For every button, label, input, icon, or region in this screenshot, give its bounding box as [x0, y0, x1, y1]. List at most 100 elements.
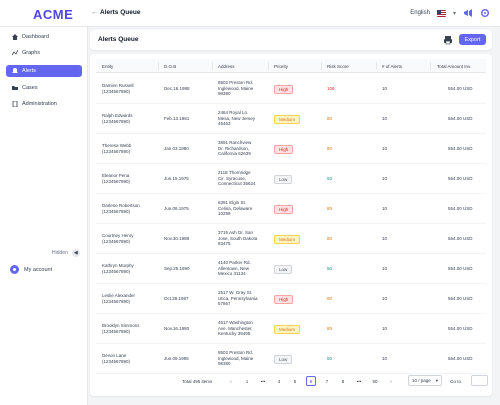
page-button[interactable]: 4	[277, 378, 281, 384]
page-button[interactable]: 5	[293, 378, 297, 384]
back-arrow-icon[interactable]: ←	[91, 9, 98, 16]
address-line: 45463	[218, 121, 231, 126]
priority-badge: High	[274, 145, 294, 154]
entity-name: Leslie Alexander	[102, 293, 136, 298]
sidebar-item-dashboard[interactable]: Dashboard	[6, 31, 82, 43]
entity-name: Eleanor Pena	[102, 173, 130, 178]
column-header-total-amount[interactable]: Total Amount Inv.	[437, 64, 472, 69]
address-cell: 2118 Thornridge Cir. Syracuse, Connectic…	[218, 170, 256, 187]
goto-page-input[interactable]	[471, 375, 488, 386]
dob-cell: Jan.03.1980	[164, 146, 189, 151]
page-button[interactable]: 8	[341, 378, 345, 384]
risk-score: 80	[327, 326, 333, 331]
table-row[interactable]: Eleanor Pena (1234567890) Jun.15.1975 21…	[96, 164, 486, 194]
page-button[interactable]: 1	[245, 378, 249, 384]
page-ellipsis[interactable]: •••	[260, 378, 266, 384]
address-cell: 3891 Ranchview Dr. Richardson, Californi…	[218, 140, 251, 157]
address-line: Ave. Manchester,	[218, 325, 253, 331]
address-line: 10299	[218, 211, 231, 216]
priority-badge: High	[274, 205, 294, 214]
prev-page-button[interactable]: ‹	[230, 378, 232, 384]
us-flag-icon[interactable]	[436, 9, 446, 17]
column-divider	[212, 62, 213, 70]
column-header-dob[interactable]: D.O.B	[164, 64, 177, 69]
address-line: 6391 Elgin St.	[218, 200, 247, 205]
dob-cell: Feb.13.1981	[164, 116, 190, 121]
settings-gear-icon[interactable]	[480, 8, 490, 18]
top-bar: ACME ← Alerts Queue English ▾	[0, 0, 500, 27]
brand-logo[interactable]: ACME	[33, 7, 74, 22]
avatar	[10, 265, 19, 274]
risk-score: 80	[327, 116, 333, 121]
risk-score: 80	[327, 206, 333, 211]
entity-id: (1234567890)	[102, 179, 131, 184]
total-amount: 554.00 USD	[448, 86, 473, 91]
my-account-link[interactable]: My account	[10, 265, 52, 274]
print-icon[interactable]	[443, 35, 453, 45]
next-page-button[interactable]: ›	[390, 378, 392, 384]
page-button-current[interactable]: 6	[306, 376, 316, 386]
entity-id: (1234567890)	[102, 89, 131, 94]
sidebar-item-graphs[interactable]: Graphs	[6, 47, 82, 59]
address-line: 8502 Preston Rd.	[218, 350, 254, 355]
priority-badge: Low	[274, 355, 293, 364]
column-header-priority[interactable]: Priority	[274, 64, 289, 69]
address-cell: 4517 Washington Ave. Manchester, Kentuck…	[218, 320, 253, 337]
table-row[interactable]: Brooklyn Simmons (1234567890) Nov.16.198…	[96, 314, 486, 344]
total-items: Total 495 items	[182, 379, 213, 384]
alerts-count: 10	[382, 146, 388, 151]
sidebar-item-alerts[interactable]: Alerts	[6, 65, 82, 77]
sidebar-item-cases[interactable]: Cases	[6, 82, 82, 94]
address-line: Inglewood, Maine	[218, 355, 254, 361]
entity-cell: Kathryn Murphy (1234567890)	[102, 263, 134, 275]
export-button[interactable]: Export	[459, 34, 486, 45]
table-row[interactable]: Courtney Henry (1234567890) Nov.30.1988 …	[96, 224, 486, 254]
address-line: Jose, South Dakota	[218, 235, 258, 241]
entity-name: Kathryn Murphy	[102, 263, 134, 268]
chevron-left-icon[interactable]: ◀	[71, 249, 80, 257]
language-label[interactable]: English	[410, 10, 430, 16]
address-line: Cir. Syracuse,	[218, 175, 247, 181]
entity-cell: Darlene Robertson (1234567890)	[102, 203, 140, 215]
column-header-entity[interactable]: Entity	[102, 64, 114, 69]
header-card: Alerts Queue Export	[90, 30, 492, 50]
entity-name: Ralph Edwards	[102, 113, 133, 118]
table-row[interactable]: Leslie Alexander (1234567890) Oct.28.198…	[96, 284, 486, 314]
alerts-count: 10	[382, 266, 388, 271]
table-row[interactable]: Darlene Robertson (1234567890) Jun.08.19…	[96, 194, 486, 224]
megaphone-icon[interactable]	[463, 8, 473, 18]
page-button[interactable]: 50	[372, 378, 378, 384]
table-row[interactable]: Ralph Edwards (1234567890) Feb.13.1981 2…	[96, 104, 486, 134]
address-cell: 8502 Preston Rd. Inglewood, Maine 98380	[218, 80, 253, 97]
total-amount: 554.00 USD	[448, 266, 473, 271]
page-ellipsis[interactable]: •••	[356, 378, 362, 384]
column-header-alerts[interactable]: # of Alerts	[382, 64, 403, 69]
table-row[interactable]: Devon Lane (1234567890) Jun.09.1995 8502…	[96, 344, 486, 374]
alerts-count: 10	[382, 116, 388, 121]
graph-icon	[12, 50, 18, 56]
address-line: Mexico 31134	[218, 271, 246, 276]
chevron-down-icon[interactable]: ▾	[452, 10, 456, 17]
address-line: Mesa, New Jersey	[218, 115, 256, 121]
risk-score: 50	[327, 266, 333, 271]
entity-id: (1234567890)	[102, 209, 131, 214]
address-line: Dr. Richardson,	[218, 145, 250, 151]
dob-cell: Nov.16.1980	[164, 326, 190, 331]
collapse-toggle[interactable]: Hidden ◀	[52, 249, 80, 257]
sidebar-item-administration[interactable]: Administration	[6, 98, 82, 110]
table-row[interactable]: Damien Russell (1234567890) Dec.16.1988 …	[96, 74, 486, 104]
address-line: 8502 Preston Rd.	[218, 80, 254, 85]
risk-score: 106	[327, 86, 335, 91]
priority-badge: Low	[274, 265, 293, 274]
table-row[interactable]: Kathryn Murphy (1234567890) Sep.25.1990 …	[96, 254, 486, 284]
column-header-address[interactable]: Address	[218, 64, 235, 69]
table-row[interactable]: Theresa Webb (1234567890) Jan.03.1980 38…	[96, 134, 486, 164]
document-icon	[12, 101, 18, 107]
column-divider	[430, 62, 431, 70]
page-size-select[interactable]: 10 / page ▾	[408, 375, 442, 386]
column-header-risk-score[interactable]: Risk Score	[327, 64, 349, 69]
page-button[interactable]: 7	[325, 378, 329, 384]
address-cell: 2464 Royal Ln. Mesa, New Jersey 45463	[218, 110, 255, 127]
total-amount: 554.00 USD	[448, 116, 473, 121]
total-amount: 554.00 USD	[448, 176, 473, 181]
